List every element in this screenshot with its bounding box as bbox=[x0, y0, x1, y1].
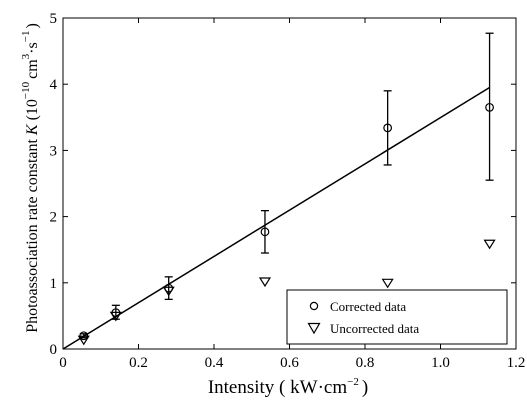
x-tick-label: 0.2 bbox=[129, 355, 148, 371]
x-tick-label: 0.6 bbox=[280, 355, 299, 371]
y-axis-label-close: ) bbox=[24, 23, 41, 28]
y-axis-label-s: s bbox=[24, 42, 41, 48]
y-axis-label-exp2: 3 bbox=[20, 53, 32, 59]
x-tick-label: 0 bbox=[59, 355, 67, 371]
x-tick-label: 1.2 bbox=[507, 355, 526, 371]
point-uncorrected bbox=[381, 278, 394, 289]
y-tick-label: 4 bbox=[50, 77, 58, 93]
point-corrected bbox=[383, 123, 393, 133]
y-axis-label-exp3: −1 bbox=[20, 31, 32, 43]
legend-label-uncorrected: Uncorrected data bbox=[330, 321, 419, 336]
y-tick-label: 3 bbox=[50, 143, 58, 159]
legend-marker-uncorrected bbox=[307, 322, 321, 335]
x-tick-label: 0.8 bbox=[356, 355, 375, 371]
y-tick-label: 1 bbox=[50, 276, 58, 292]
y-tick-label: 5 bbox=[50, 11, 58, 27]
data-marks bbox=[77, 32, 496, 346]
x-axis-label-dot: · bbox=[318, 377, 324, 398]
x-axis-label-prefix: Intensity ( kW bbox=[208, 377, 318, 398]
point-corrected bbox=[485, 102, 494, 112]
x-axis-label-unit: cm bbox=[324, 377, 347, 398]
y-axis-label-open: (10 bbox=[24, 99, 41, 124]
legend-marker-corrected bbox=[309, 301, 319, 311]
y-tick-label: 2 bbox=[50, 210, 58, 226]
y-axis-label: Photoassociation rate constant K (10−10 c… bbox=[20, 23, 41, 333]
point-corrected bbox=[260, 227, 270, 237]
y-axis-label-symbol: K bbox=[24, 123, 41, 136]
x-axis-label: Intensity ( kW·cm−2) bbox=[208, 376, 368, 398]
x-axis-label-exponent: −2 bbox=[347, 376, 359, 388]
y-axis-label-exp1: −10 bbox=[20, 81, 32, 99]
x-tick-label: 0.4 bbox=[205, 355, 224, 371]
x-axis-label-suffix: ) bbox=[362, 377, 368, 398]
axis-ticks: 0 0.2 0.4 0.6 0.8 1.0 1.2 0 1 2 3 4 5 bbox=[50, 11, 526, 371]
point-uncorrected bbox=[258, 277, 272, 288]
fit-line-group bbox=[62, 86, 490, 350]
legend-box bbox=[286, 289, 508, 345]
legend-label-corrected: Corrected data bbox=[330, 299, 406, 314]
point-uncorrected bbox=[109, 311, 122, 322]
y-axis-label-dot: · bbox=[24, 48, 41, 53]
x-tick-label: 1.0 bbox=[431, 355, 450, 371]
point-uncorrected bbox=[77, 335, 90, 346]
fit-line bbox=[62, 86, 490, 350]
y-axis-label-cm: cm bbox=[24, 59, 41, 79]
point-uncorrected bbox=[483, 239, 496, 250]
y-axis-label-prefix: Photoassociation rate constant bbox=[24, 135, 41, 333]
y-tick-label: 0 bbox=[50, 342, 58, 358]
point-uncorrected bbox=[162, 286, 175, 297]
legend: Corrected data Uncorrected data bbox=[286, 289, 508, 345]
